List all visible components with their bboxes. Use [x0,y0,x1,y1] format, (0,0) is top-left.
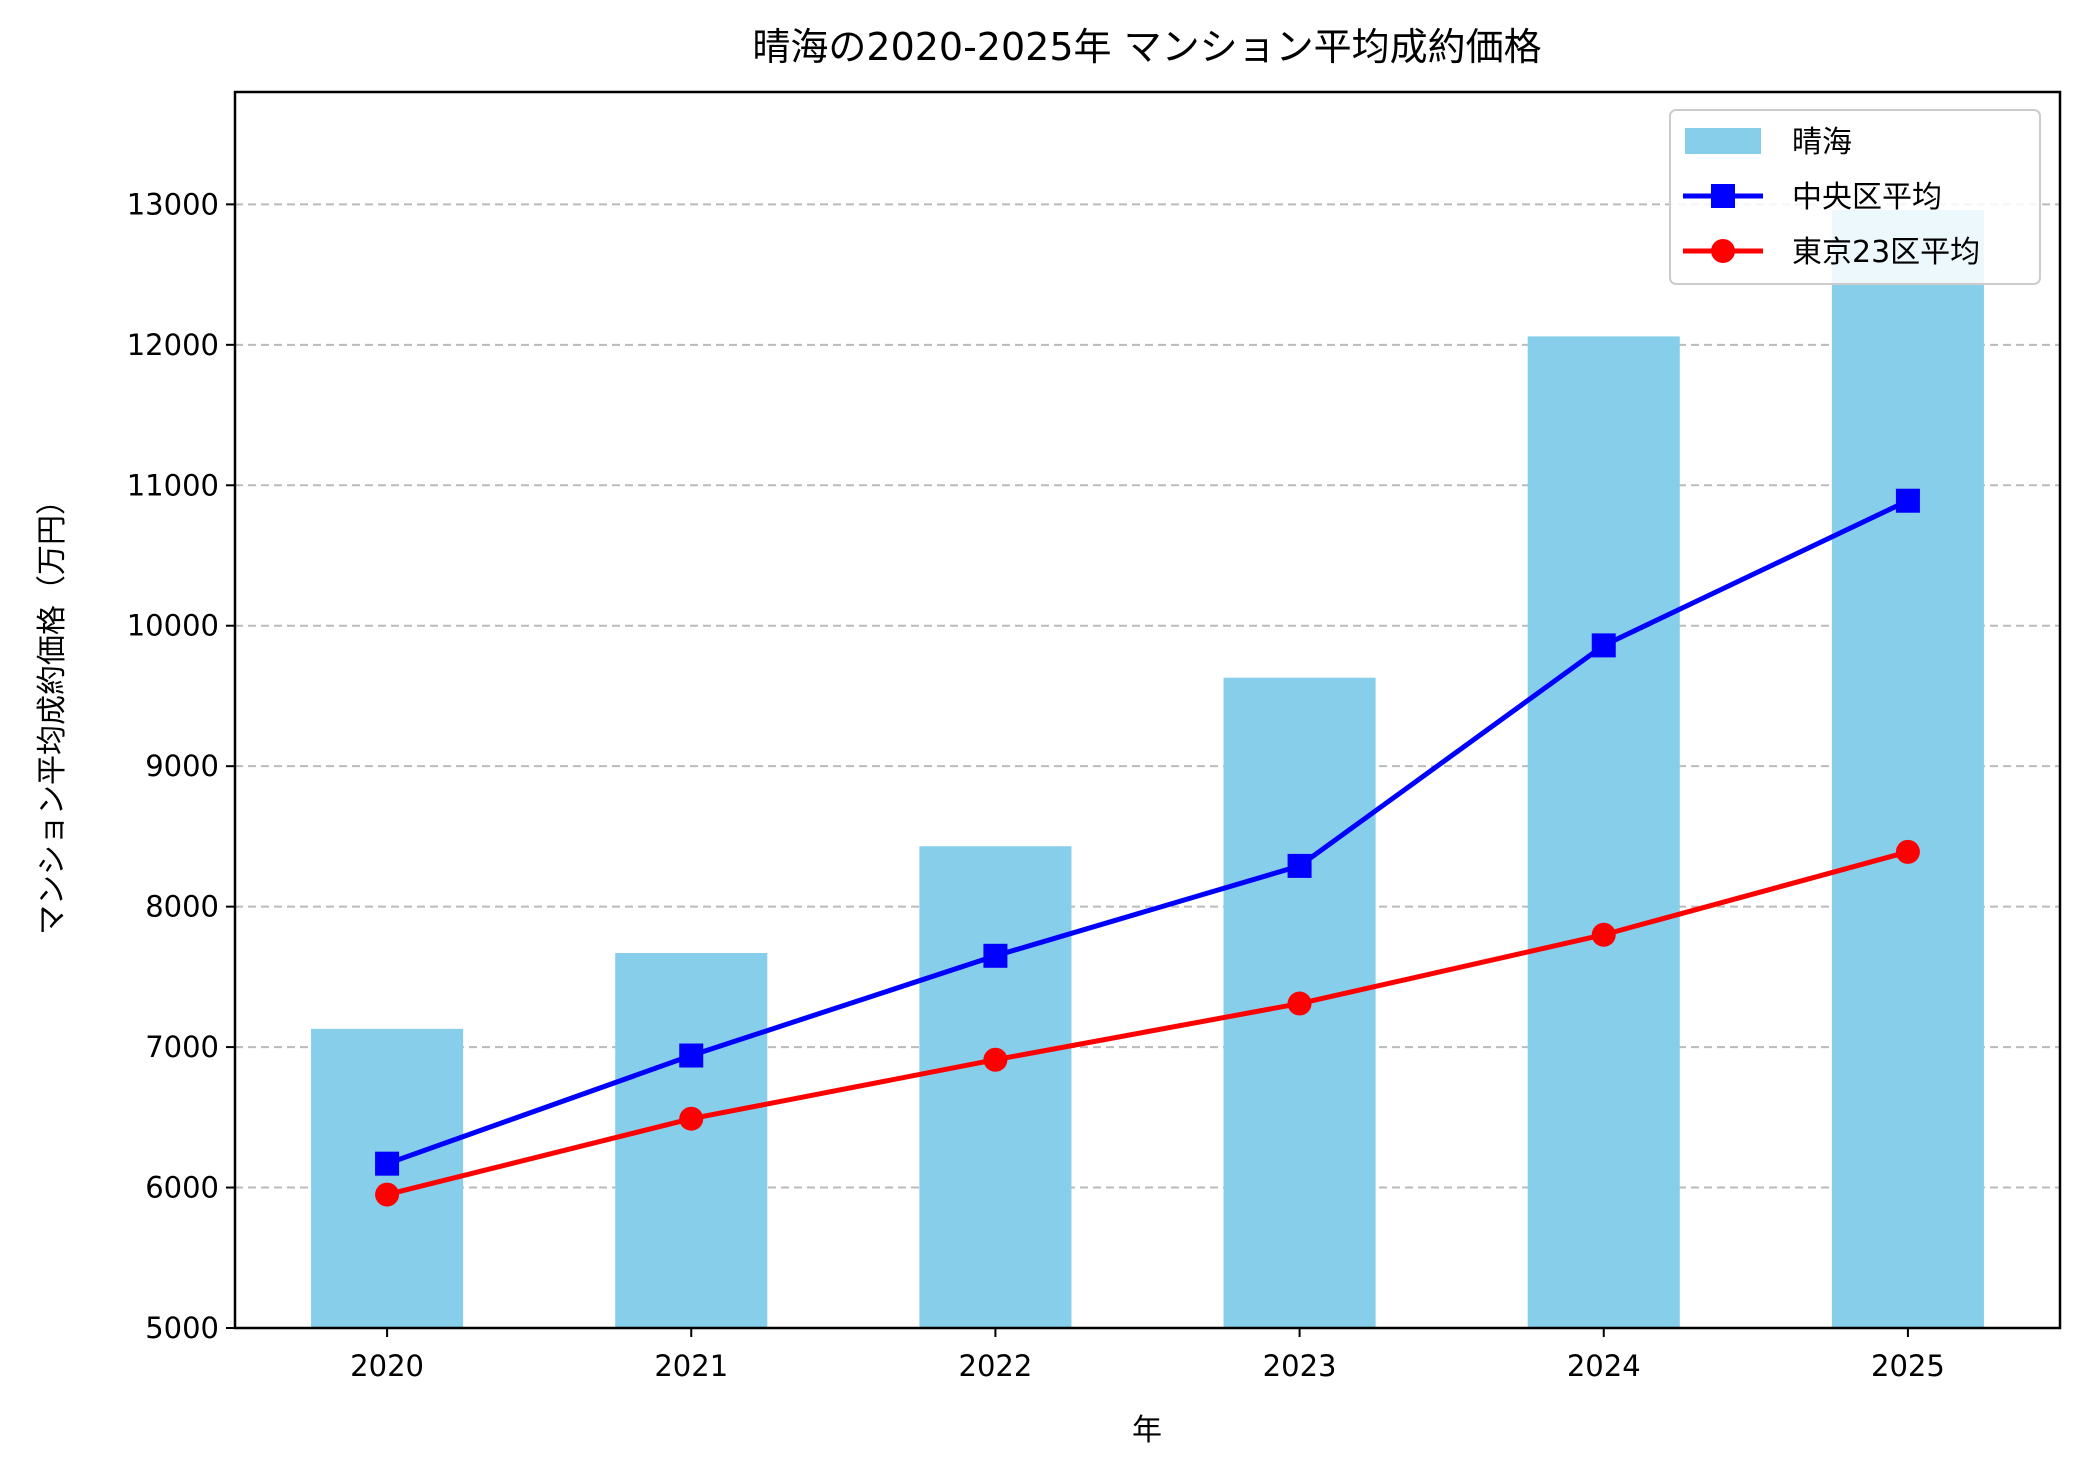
chart-title: 晴海の2020-2025年 マンション平均成約価格 [752,25,1541,69]
bar [615,952,768,1328]
bar [1527,336,1680,1329]
y-tick-label: 5000 [145,1311,219,1345]
bar [1831,209,1984,1328]
y-tick-label: 12000 [127,328,219,362]
y-axis-label: マンション平均成約価格（万円） [35,485,70,935]
x-axis: 2020 2021 2022 2023 2024 2025 [350,1328,1945,1383]
data-point-circle [1895,839,1920,864]
y-tick-label: 11000 [127,468,219,502]
data-point-square [1287,853,1312,878]
data-point-square [1591,633,1616,658]
bars [311,209,1984,1329]
x-tick-label: 2024 [1567,1349,1641,1383]
y-axis: 5000 6000 7000 8000 9000 10000 11000 12000 13000 [127,187,235,1345]
series-line [386,498,1909,1167]
x-tick-label: 2023 [1263,1349,1337,1383]
x-axis-label: 年 [1132,1413,1162,1448]
legend-label: 晴海 [1792,125,1852,160]
y-tick-label: 10000 [127,609,219,643]
x-tick-label: 2025 [1871,1349,1945,1383]
lines [375,488,1920,1207]
y-tick-label: 13000 [127,187,219,221]
data-point-square [1895,488,1920,513]
y-tick-label: 7000 [145,1030,219,1064]
data-point-circle [1591,922,1616,947]
x-tick-label: 2021 [654,1349,728,1383]
y-tick-label: 6000 [145,1171,219,1205]
y-tick-label: 9000 [145,749,219,783]
grid-lines [235,203,2060,1189]
legend-marker-circle [1711,239,1735,263]
legend-marker-square [1711,184,1735,208]
legend-label: 中央区平均 [1792,180,1942,215]
legend-swatch-bar [1685,128,1761,154]
data-point-circle [679,1106,704,1131]
data-point-square [679,1043,704,1068]
data-point-circle [1287,991,1312,1016]
data-point-circle [983,1047,1008,1072]
bar [919,846,1072,1328]
y-tick-label: 8000 [145,890,219,924]
x-tick-label: 2022 [959,1349,1033,1383]
legend-label: 東京23区平均 [1792,235,1980,270]
bar [311,1028,464,1328]
data-point-circle [375,1182,400,1207]
x-tick-label: 2020 [350,1349,424,1383]
series-line [386,849,1909,1197]
data-point-square [983,943,1008,968]
plot-frame [233,90,2062,1330]
data-point-square [375,1151,400,1176]
